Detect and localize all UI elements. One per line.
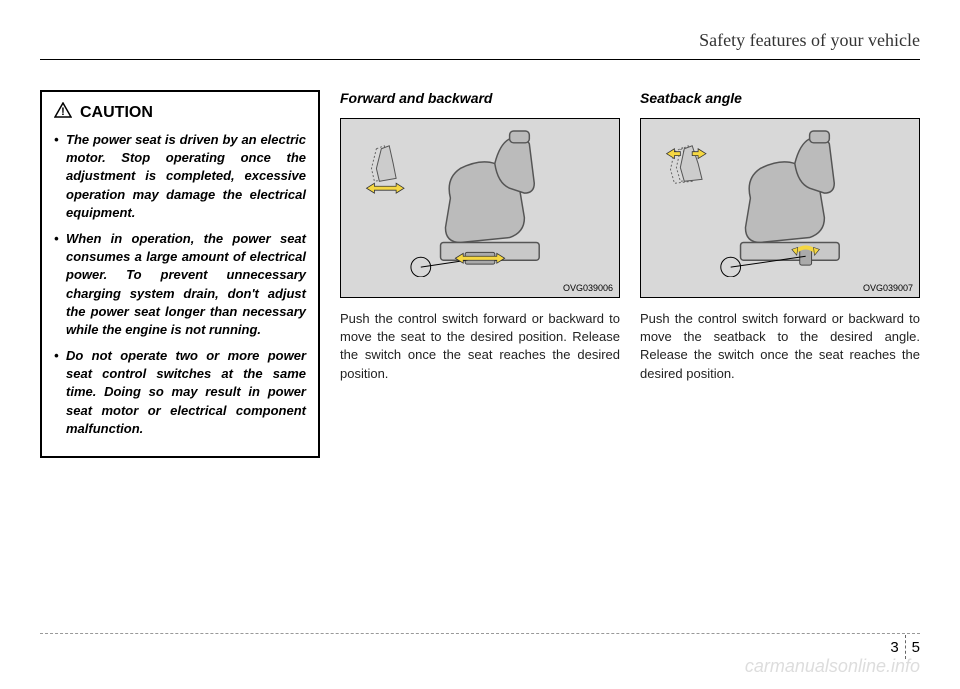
- page-container: Safety features of your vehicle ! CAUTIO…: [0, 0, 960, 689]
- column-text: Push the control switch forward or backw…: [340, 310, 620, 383]
- watermark: carmanualsonline.info: [745, 656, 920, 677]
- svg-text:!: !: [61, 106, 65, 118]
- warning-icon: !: [54, 102, 72, 123]
- caution-item: When in operation, the power seat consum…: [54, 230, 306, 339]
- content-area: ! CAUTION The power seat is driven by an…: [40, 90, 920, 458]
- caution-title: CAUTION: [80, 104, 153, 122]
- page-header: Safety features of your vehicle: [40, 30, 920, 60]
- seat-illustration: [351, 129, 609, 277]
- seat-illustration: [651, 129, 909, 277]
- figure-forward-backward: OVG039006: [340, 118, 620, 298]
- dashed-separator: [40, 633, 920, 634]
- caution-box: ! CAUTION The power seat is driven by an…: [40, 90, 320, 458]
- caution-list: The power seat is driven by an electric …: [54, 131, 306, 438]
- column-seatback-angle: Seatback angle: [640, 90, 920, 458]
- column-forward-backward: Forward and backward: [340, 90, 620, 458]
- figure-label: OVG039007: [863, 283, 913, 293]
- column-text: Push the control switch forward or backw…: [640, 310, 920, 383]
- caution-item: Do not operate two or more power seat co…: [54, 347, 306, 438]
- figure-seatback-angle: OVG039007: [640, 118, 920, 298]
- figure-label: OVG039006: [563, 283, 613, 293]
- column-title: Forward and backward: [340, 90, 620, 106]
- page-num: 5: [912, 639, 920, 656]
- chapter-number: 3: [890, 639, 898, 656]
- column-title: Seatback angle: [640, 90, 920, 106]
- caution-item: The power seat is driven by an electric …: [54, 131, 306, 222]
- caution-header: ! CAUTION: [54, 102, 306, 123]
